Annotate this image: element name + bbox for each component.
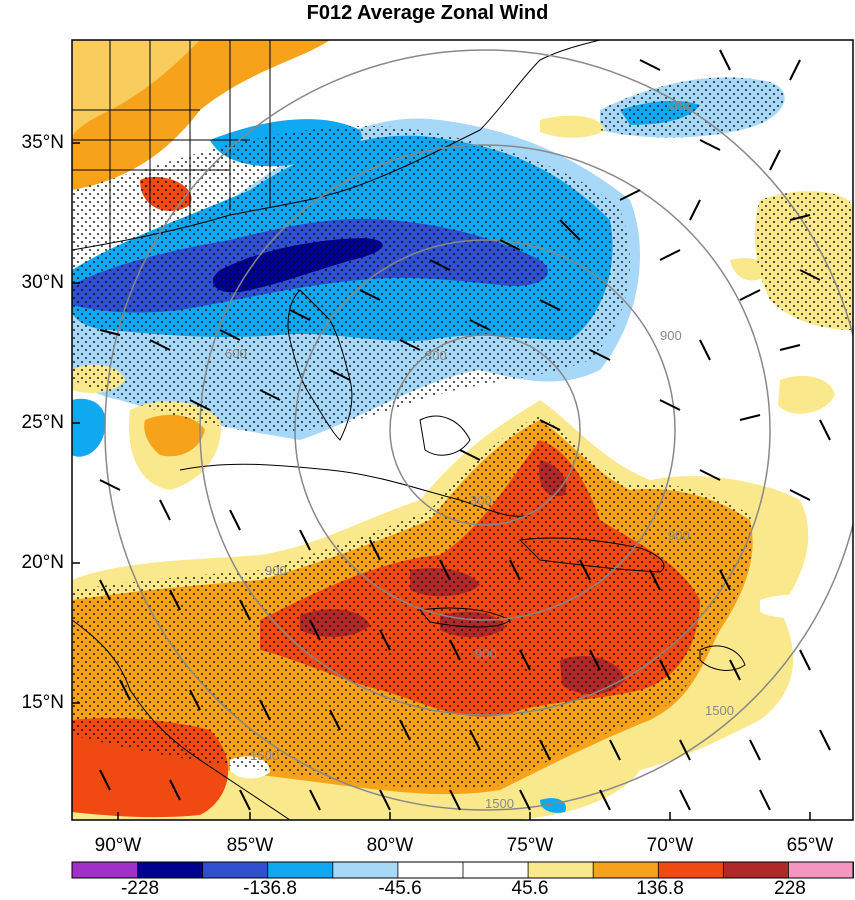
lon-label: 90°W [94, 835, 142, 856]
colorbar-swatch [722, 861, 789, 879]
lon-label: 75°W [506, 835, 554, 856]
stipple-overlay [72, 77, 853, 790]
axis-ticks [72, 142, 811, 820]
colorbar-swatch [71, 861, 138, 879]
ring-label: 1500 [250, 748, 279, 763]
colorbar-tick-label: -228 [120, 878, 160, 899]
colorbar-swatch [592, 861, 659, 879]
lat-label: 25°N [21, 412, 64, 433]
colorbar-swatch [527, 861, 594, 879]
map-plot-area: 300 300 600 900 900 900 900 900 1500 150… [72, 40, 853, 820]
ring-label: 900 [475, 646, 497, 661]
plot-frame [71, 39, 854, 821]
ring-label: 900 [660, 328, 682, 343]
lat-label: 15°N [21, 692, 64, 713]
lon-label: 70°W [646, 835, 694, 856]
range-rings [104, 49, 853, 811]
colorbar-tick-label: 228 [774, 878, 806, 899]
ring-label: 1500 [485, 796, 514, 811]
colorbar [71, 861, 854, 879]
ring-label: 300 [470, 493, 492, 508]
colorbar-tick-label: -136.8 [243, 878, 297, 899]
lat-label: 30°N [21, 272, 64, 293]
colorbar-tick-label: -45.6 [378, 878, 422, 899]
colorbar-swatch [787, 861, 854, 879]
lon-label: 85°W [226, 835, 274, 856]
wind-barbs [99, 49, 831, 811]
colorbar-tick-label: 136.8 [636, 878, 684, 899]
colorbar-swatch [657, 861, 724, 879]
ring-label: 900 [265, 563, 287, 578]
ring-label: 900 [668, 528, 690, 543]
colorbar-swatch [201, 861, 269, 879]
ring-label: 900 [668, 98, 690, 113]
ring-label: 600 [225, 346, 247, 361]
range-ring-labels: 300 300 600 900 900 900 900 900 1500 150… [225, 98, 734, 811]
colorbar-swatch [136, 861, 204, 879]
colorbar-swatch [331, 861, 399, 879]
lat-label: 20°N [21, 552, 64, 573]
ring-label: 1500 [705, 703, 734, 718]
colorbar-swatch [397, 861, 464, 879]
lon-label: 65°W [786, 835, 834, 856]
lon-label: 80°W [366, 835, 414, 856]
ring-label: 300 [425, 348, 447, 363]
colorbar-tick-label: 45.6 [511, 878, 549, 899]
lat-label: 35°N [21, 132, 64, 153]
colorbar-swatch [462, 861, 529, 879]
map-title: F012 Average Zonal Wind [306, 2, 549, 24]
colorbar-swatch [266, 861, 334, 879]
